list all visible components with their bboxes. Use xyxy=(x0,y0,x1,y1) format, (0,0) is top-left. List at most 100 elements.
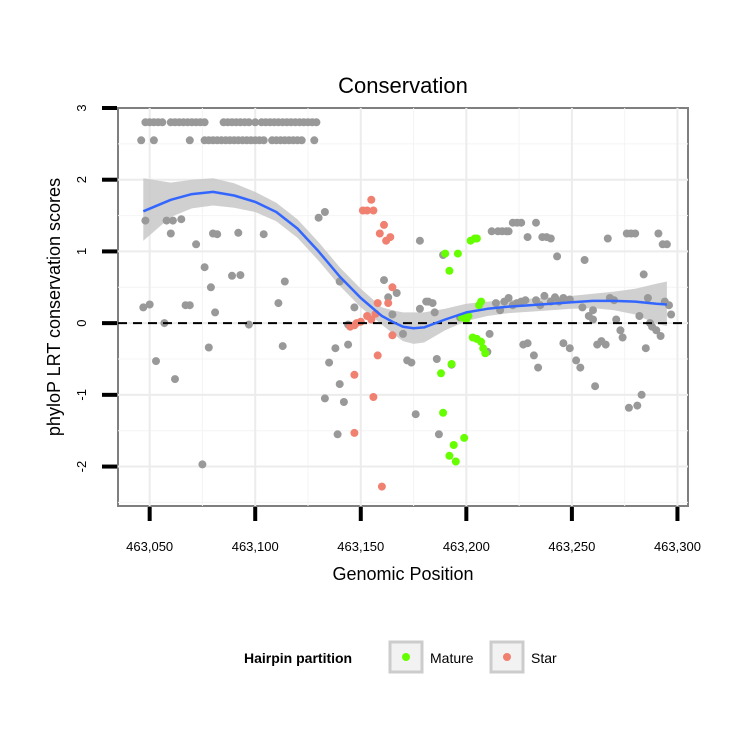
point-other xyxy=(559,339,568,348)
point-other xyxy=(204,343,213,352)
point-other xyxy=(559,294,568,302)
legend-title: Hairpin partition xyxy=(244,650,352,666)
point-other xyxy=(491,299,500,308)
point-mature xyxy=(445,451,454,460)
point-other xyxy=(540,291,549,300)
point-other xyxy=(158,118,167,127)
y-tick-label: 1 xyxy=(74,248,89,255)
point-star xyxy=(384,299,393,308)
point-other xyxy=(637,390,646,399)
point-other xyxy=(388,310,397,319)
point-other xyxy=(523,339,532,348)
point-other xyxy=(236,271,245,280)
point-other xyxy=(259,136,268,145)
point-star xyxy=(350,321,359,330)
point-star xyxy=(369,206,378,215)
point-other xyxy=(211,308,220,317)
point-other xyxy=(177,215,186,224)
data-points xyxy=(137,118,676,491)
point-other xyxy=(384,293,393,302)
point-other xyxy=(601,340,610,349)
point-other xyxy=(192,240,201,249)
point-other xyxy=(529,351,538,360)
point-other xyxy=(662,240,671,249)
point-other xyxy=(487,227,496,236)
point-other xyxy=(335,380,344,389)
point-other xyxy=(310,136,319,145)
point-other xyxy=(206,283,215,292)
point-mature xyxy=(453,249,462,258)
point-mature xyxy=(441,249,450,258)
point-mature xyxy=(477,297,486,306)
point-mature xyxy=(451,457,460,466)
point-other xyxy=(314,213,323,222)
y-tick-label: 3 xyxy=(74,104,89,111)
point-star xyxy=(373,299,382,308)
point-other xyxy=(430,308,439,317)
point-other xyxy=(639,270,648,279)
point-other xyxy=(162,216,171,225)
point-other xyxy=(399,329,407,338)
point-other xyxy=(546,234,555,243)
point-other xyxy=(152,357,160,366)
point-other xyxy=(168,216,177,225)
point-other xyxy=(244,320,253,329)
point-other xyxy=(200,118,209,127)
smooth-line-group xyxy=(142,190,667,330)
point-star xyxy=(363,206,372,215)
point-mature xyxy=(437,369,445,378)
point-other xyxy=(517,218,526,227)
point-other xyxy=(553,252,562,261)
point-other xyxy=(652,326,661,335)
point-other xyxy=(589,306,597,315)
point-other xyxy=(320,394,329,403)
x-axis-label: Genomic Position xyxy=(332,564,473,584)
point-other xyxy=(149,136,158,145)
x-axis: 463,050 463,100 463,150 463,200 463,250 463,3… xyxy=(126,507,701,554)
point-mature xyxy=(445,266,454,275)
point-star xyxy=(367,195,376,204)
x-tick-label: 463,050 xyxy=(126,539,173,554)
point-other xyxy=(244,118,253,127)
point-other xyxy=(591,382,600,391)
x-tick-label: 463,300 xyxy=(654,539,701,554)
point-other xyxy=(432,355,441,363)
point-other xyxy=(213,230,222,239)
point-other xyxy=(578,303,587,312)
point-other xyxy=(325,358,334,367)
point-other xyxy=(580,256,589,264)
legend-item-star: Star xyxy=(489,640,557,674)
point-other xyxy=(228,271,236,280)
y-tick-label: -1 xyxy=(74,389,89,401)
point-other xyxy=(616,326,625,335)
point-other xyxy=(137,136,146,145)
point-other xyxy=(665,301,673,310)
point-other xyxy=(572,356,581,365)
point-mature xyxy=(449,441,458,449)
point-other xyxy=(166,229,175,238)
point-other xyxy=(274,299,283,308)
point-other xyxy=(667,310,676,319)
point-other xyxy=(331,344,340,353)
point-other xyxy=(141,216,150,225)
point-other xyxy=(320,208,329,216)
point-other xyxy=(344,340,353,349)
point-mature xyxy=(472,234,481,243)
legend-key-mature xyxy=(388,640,424,674)
point-other xyxy=(200,263,209,272)
point-other xyxy=(380,276,388,285)
point-other xyxy=(502,227,511,236)
point-other xyxy=(434,430,443,439)
point-mature xyxy=(481,349,490,358)
point-other xyxy=(280,277,289,286)
point-other xyxy=(411,410,420,419)
point-other xyxy=(171,375,179,384)
point-other xyxy=(415,304,424,313)
point-star xyxy=(388,283,397,292)
chart-title: Conservation xyxy=(338,73,468,98)
point-other xyxy=(185,136,194,145)
point-other xyxy=(251,118,260,127)
point-other xyxy=(654,229,663,238)
